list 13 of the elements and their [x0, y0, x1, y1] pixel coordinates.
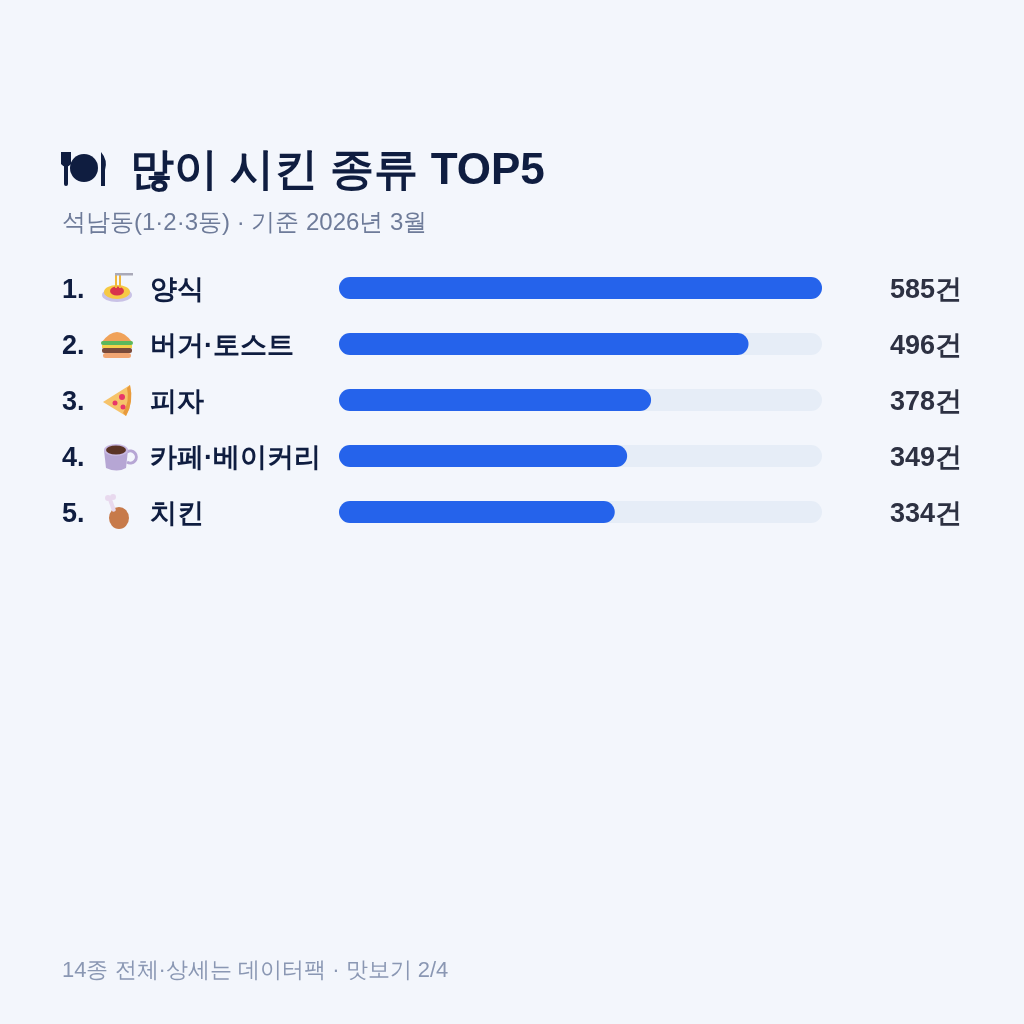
data-label: 378건: [889, 386, 962, 416]
category-label: 1. 양식: [62, 274, 204, 304]
category-label: 5. 치킨: [62, 498, 204, 528]
data-label: 349건: [889, 442, 962, 472]
text: 14종 전체·상세는 데이터팩 · 맛보기 2/4: [62, 957, 449, 982]
data-label: 496건: [889, 330, 962, 360]
chart-title: 많이 시킨 종류 TOP5: [130, 144, 545, 193]
chart-subtitle: 석남동(1·2·3동) · 기준 2026년 3월: [62, 208, 428, 235]
data-label: 334건: [889, 498, 962, 528]
category-label: 2. 버거·토스트: [62, 330, 294, 360]
data-label: 585건: [889, 274, 962, 304]
category-label: 4. 카페·베이커리: [62, 442, 321, 472]
category-label: 3. 피자: [62, 386, 204, 416]
